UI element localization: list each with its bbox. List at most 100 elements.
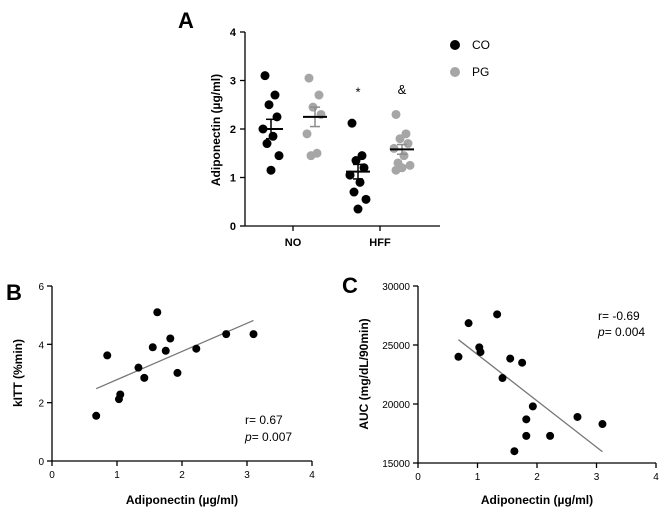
panel-b-marks xyxy=(92,308,258,420)
panel-a-point xyxy=(306,151,316,161)
panel-c-x-tick-label: 4 xyxy=(653,472,659,483)
panel-a-point xyxy=(351,156,361,166)
panel-a-x-ticks: NO HFF xyxy=(285,226,391,249)
panel-c-y-tick-label: 30000 xyxy=(382,282,410,293)
legend-pg-marker xyxy=(450,67,460,77)
panel-a-point xyxy=(391,165,401,175)
panel-b-point xyxy=(192,344,201,353)
panel-b-x-tick-label: 3 xyxy=(244,470,250,481)
panel-c-point xyxy=(598,420,607,429)
panel-c-point xyxy=(476,348,485,357)
panel-c-point xyxy=(522,415,531,424)
panel-a-point xyxy=(262,139,272,149)
panel-a-point xyxy=(264,100,274,110)
legend-co-marker xyxy=(450,40,460,50)
panel-c-y-tick-label: 15000 xyxy=(382,459,410,470)
panel-c-point xyxy=(510,447,519,456)
panel-b-point xyxy=(222,330,231,339)
panel-a-x-tick-label: NO xyxy=(285,237,302,249)
panel-a-point xyxy=(353,204,363,214)
panel-c-marks xyxy=(454,310,607,456)
panel-letter-b: B xyxy=(6,280,22,305)
panel-a-point xyxy=(274,151,284,161)
panel-a-point xyxy=(399,151,409,161)
panel-b-point xyxy=(153,308,162,317)
panel-b-y-axis-title: kITT (%min) xyxy=(11,339,25,407)
panel-a-point xyxy=(302,129,312,139)
panel-b-point xyxy=(161,346,170,355)
panel-b-point xyxy=(134,363,143,372)
panel-a-point xyxy=(270,90,280,100)
panel-c-point xyxy=(506,354,515,363)
panel-b-point xyxy=(249,330,258,339)
panel-a-y-tick-label: 2 xyxy=(230,124,236,136)
panel-b-y-tick-label: 2 xyxy=(38,399,44,410)
panel-a-point xyxy=(345,170,355,180)
panel-c-x-tick-label: 1 xyxy=(475,472,481,483)
panel-a-point xyxy=(405,160,415,170)
panel-a-y-ticks: 0 1 2 3 4 xyxy=(230,27,245,233)
panel-a-y-axis-title: Adiponectin (µg/ml) xyxy=(209,74,223,186)
panel-c-point xyxy=(573,412,582,421)
panel-b-point xyxy=(103,351,112,360)
panel-b-point xyxy=(173,368,182,377)
panel-a-point xyxy=(347,118,357,128)
legend-pg-label: PG xyxy=(472,65,489,79)
panel-c-regression-line xyxy=(458,339,603,453)
panel-a-point xyxy=(260,71,270,81)
panel-b-x-axis-title: Adiponectin (µg/ml) xyxy=(126,493,238,507)
panel-letter-a: A xyxy=(178,8,194,33)
panel-b-regression-line xyxy=(95,319,254,390)
panel-a-marks: * & xyxy=(258,71,415,214)
panel-a-point xyxy=(403,139,413,149)
panel-b-point xyxy=(140,373,149,382)
panel-a-significance-mark: & xyxy=(398,82,407,97)
panel-c-point xyxy=(528,402,537,411)
panel-a-point xyxy=(361,194,371,204)
panel-a-y-tick-label: 0 xyxy=(230,221,236,233)
panel-c-x-tick-label: 2 xyxy=(534,472,540,483)
panel-c-x-axis-title: Adiponectin (µg/ml) xyxy=(481,493,593,507)
panel-a-point xyxy=(401,129,411,139)
panel-a-point xyxy=(349,187,359,197)
panel-c-point xyxy=(454,352,463,361)
panel-c-p-value: p= 0.004 xyxy=(597,325,645,339)
panel-b: B kITT (%min) Adiponectin (µg/ml) 0 1 2 3 40… xyxy=(6,280,315,507)
panel-b-x-tick-label: 0 xyxy=(49,470,55,481)
panel-letter-c: C xyxy=(342,273,358,298)
panel-b-r-value: r= 0.67 xyxy=(245,413,283,427)
panel-b-p-value: p= 0.007 xyxy=(244,430,292,444)
panel-b-x-tick-label: 4 xyxy=(309,470,315,481)
legend-co-label: CO xyxy=(472,38,490,52)
panel-a-y-tick-label: 1 xyxy=(230,173,236,185)
panel-c-point xyxy=(493,310,502,319)
panel-c: C AUC (mg/dL/90min) Adiponectin (µg/ml) … xyxy=(342,273,659,507)
panel-a-significance-mark: * xyxy=(355,85,360,100)
panel-b-ticks: 0 1 2 3 4 0 2 4 6 xyxy=(38,282,315,481)
panel-b-point xyxy=(92,411,101,420)
panel-c-y-tick-label: 25000 xyxy=(382,341,410,352)
panel-a-y-tick-label: 3 xyxy=(230,76,236,88)
panel-c-point xyxy=(518,358,527,367)
panel-b-x-tick-label: 2 xyxy=(179,470,185,481)
panel-c-y-axis-title: AUC (mg/dL/90min) xyxy=(357,318,371,429)
panel-c-point xyxy=(522,431,531,440)
panel-a-point xyxy=(355,177,365,187)
panel-c-point xyxy=(546,431,555,440)
panel-c-point xyxy=(464,319,473,328)
panel-a-point xyxy=(391,109,401,119)
panel-c-ticks: 0 1 2 3 4 15000 20000 25000 30000 xyxy=(382,282,659,483)
panel-b-point xyxy=(148,343,157,352)
panel-a-point xyxy=(395,134,405,144)
legend: CO PG xyxy=(450,38,490,79)
panel-c-x-tick-label: 3 xyxy=(594,472,600,483)
panel-a-point xyxy=(304,73,314,83)
panel-c-x-tick-label: 0 xyxy=(415,472,421,483)
panel-a-y-tick-label: 4 xyxy=(230,27,237,39)
panel-c-y-tick-label: 20000 xyxy=(382,400,410,411)
panel-a-point xyxy=(266,165,276,175)
panel-b-y-tick-label: 6 xyxy=(38,282,44,293)
panel-b-point xyxy=(166,334,175,343)
